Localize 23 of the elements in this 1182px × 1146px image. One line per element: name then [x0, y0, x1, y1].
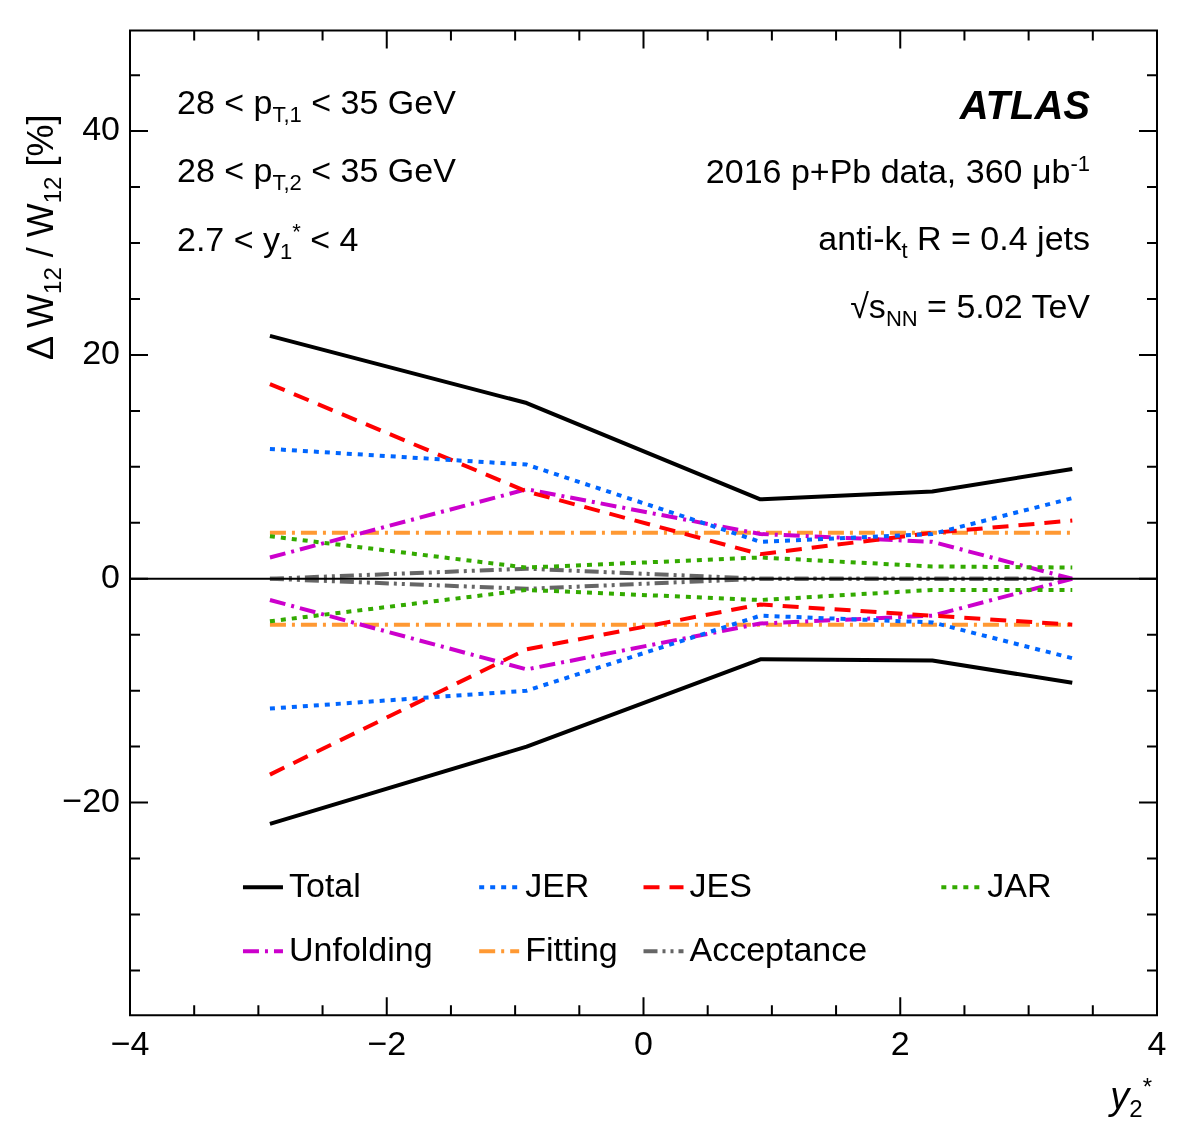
annotation: 28 < p$_{T,2}$ < 35 GeV [177, 151, 456, 196]
x-tick-label: 2 [890, 1023, 910, 1062]
legend-label: JES [689, 865, 752, 904]
annotation: 28 < p$_{T,1}$ < 35 GeV [177, 83, 456, 128]
legend-label: JAR [987, 865, 1052, 904]
x-tick-label: −4 [110, 1023, 150, 1062]
y-tick-label: 0 [101, 557, 120, 596]
x-tick-label: 4 [1147, 1023, 1167, 1062]
annotation: ATLAS [959, 83, 1090, 128]
x-tick-label: −2 [367, 1023, 407, 1062]
y-tick-label: 40 [82, 109, 120, 148]
legend-label: Unfolding [288, 929, 433, 968]
annotation: √s$_{NN}$ = 5.02 TeV [850, 287, 1090, 332]
annotation: 2.7 < y$_{1}$$^{*}$ < 4 [177, 219, 359, 265]
legend-label: Acceptance [689, 929, 868, 968]
y-tick-label: 20 [82, 333, 120, 372]
annotation: anti-k$_{t}$ R = 0.4 jets [818, 219, 1090, 264]
y-tick-label: −20 [62, 780, 120, 819]
legend-label: Total [288, 865, 361, 904]
annotation: 2016 p+Pb data, 360 μb$^{-1}$ [705, 151, 1090, 191]
x-tick-label: 0 [634, 1023, 653, 1062]
legend-label: JER [525, 865, 590, 904]
legend-label: Fitting [525, 929, 618, 968]
